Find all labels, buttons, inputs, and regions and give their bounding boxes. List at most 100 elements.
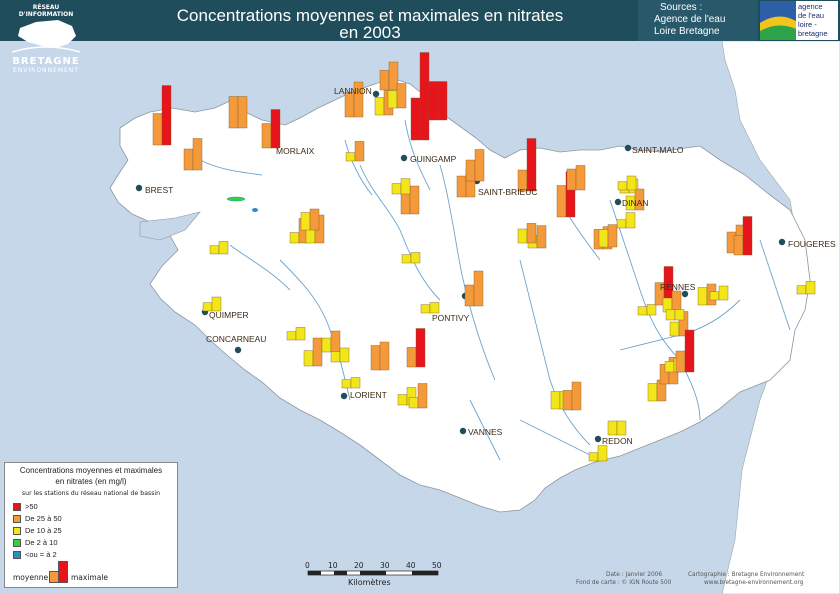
station-mean-bar [420,304,431,314]
station-mean-bar [379,70,390,91]
station-mean-bar [391,183,402,195]
station-mean-bar [562,390,573,411]
legend-title-line2: en nitrates (en mg/l) [55,477,127,486]
station-mean-bar [397,394,408,406]
city-label-quimper: QUIMPER [209,310,249,320]
legend-mean-label: moyenne [13,573,49,582]
station-max-bar [353,81,364,118]
city-dot [340,392,348,400]
station-mean-bar [550,391,561,410]
station-max-bar [474,149,485,182]
city-dot [400,154,408,162]
scale-tick: 50 [432,561,442,570]
credits: Date : Janvier 2006 Fond de carte : © IG… [576,572,838,592]
city-dot [459,427,467,435]
station-mean-bar [556,185,567,218]
sources-label: Sources : [660,2,703,13]
station-max-bar [626,175,637,191]
station-max-bar [312,337,323,367]
legend-max-bar [58,561,68,583]
station-max-bar [674,309,685,321]
city-label-lorient: LORIENT [350,390,387,400]
city-label-rennes: RENNES [660,282,696,292]
station-max-bar [616,420,627,436]
city-label-saint-malo: SAINT-MALO [632,145,684,155]
city-label-morlaix: MORLAIX [276,146,315,156]
map-title-line2: en 2003 [339,23,401,42]
station-mean-bar [183,148,194,171]
station-mean-bar [598,229,609,248]
station-mean-bar [617,181,628,191]
agency-wave-icon [760,1,796,40]
station-max-bar [646,304,657,316]
city-label-guingamp: GUINGAMP [410,154,457,164]
station-max-bar [410,252,421,264]
station-mean-bar [209,245,220,255]
station-max-bar [295,327,306,341]
station-max-bar [571,381,582,411]
station-max-bar [237,96,248,129]
station-mean-bar [289,232,300,244]
scale-unit: Kilomètres [348,578,391,587]
legend-max-label: maximale [71,573,109,582]
scale-tick: 30 [380,561,390,570]
station-max-bar [437,81,448,121]
station-mean-bar [517,228,528,244]
station-max-bar [211,296,222,312]
station-bars [152,52,816,462]
station-max-bar [684,329,695,373]
station-mean-bar [637,306,648,316]
station-max-bar [526,138,537,192]
credit-date: Date : Janvier 2006 [606,572,663,578]
station-mean-bar [465,159,476,182]
station-mean-bar [345,152,356,162]
station-mean-bar [374,97,385,116]
station-mean-bar [566,168,577,191]
station-max-bar [218,241,229,255]
city-label-dinan: DINAN [622,198,649,208]
station-mean-bar [286,331,297,341]
map-title-line1: Concentrations moyennes et maximales en … [176,6,564,25]
scale-graphic [307,570,439,576]
brittany-silhouette-icon [11,20,81,53]
agency-logo-line3: loire - [798,20,817,29]
station-mean-bar [428,81,439,121]
station-mean-bar [387,90,398,109]
station-max-bar [400,178,411,195]
station-mean-bar [647,383,658,402]
agence-eau-logo: agence de l'eau loire - bretagne [760,1,838,40]
station-max-bar [396,83,407,109]
city-dot [614,198,622,206]
city-label-concarneau: CONCARNEAU [206,334,267,344]
station-max-bar [473,270,484,307]
station-max-bar [607,224,618,248]
station-mean-bar [709,291,720,301]
station-mean-bar [330,351,341,363]
station-mean-bar [228,96,239,129]
station-max-bar [742,216,753,256]
station-max-bar [309,208,320,231]
station-max-bar [718,285,729,301]
station-mean-bar [303,350,314,367]
sources-box: Sources : Agence de l'eau Loire Bretagne [638,0,758,41]
city-label-brest: BREST [145,185,174,195]
city-label-fougeres: FOUGERES [788,239,836,249]
city-dot [372,90,380,98]
station-mean-bar [344,92,355,118]
station-max-bar [634,188,645,211]
station-max-bar [270,109,281,149]
scale-tick: 10 [328,561,338,570]
station-mean-bar [665,309,676,321]
logo-network-label: RÉSEAU D'INFORMATION [18,4,74,18]
sources-line2: Loire Bretagne [654,26,720,37]
station-max-bar [192,138,203,171]
station-mean-bar [675,350,686,373]
scale-tick: 40 [406,561,416,570]
city-dot [234,346,242,354]
agency-logo-line2: de l'eau [798,11,825,20]
station-mean-bar [406,347,417,368]
station-max-bar [575,165,586,191]
station-mean-bar [410,97,421,141]
bretagne-environnement-logo: RÉSEAU D'INFORMATION BRETAGNE ENVIRONNEM… [6,4,86,74]
